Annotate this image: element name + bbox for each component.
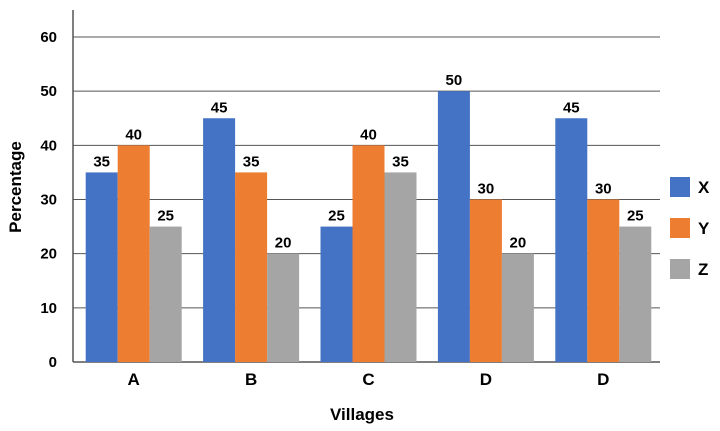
data-label: 25	[328, 208, 345, 225]
x-tick-label: D	[597, 370, 609, 389]
y-tick-label: 30	[40, 192, 57, 209]
data-label: 45	[563, 99, 580, 116]
bar-z	[619, 226, 652, 362]
legend: X Y Z	[670, 177, 710, 279]
legend-swatch-z	[670, 259, 690, 279]
bar-y	[587, 199, 620, 362]
data-label: 35	[93, 153, 110, 170]
y-tick-label: 40	[40, 137, 57, 154]
bar-y	[117, 145, 150, 362]
bar-x	[85, 172, 118, 362]
data-label: 40	[125, 126, 142, 143]
legend-label: Z	[698, 260, 708, 279]
legend-swatch-y	[670, 218, 690, 238]
bar-y	[469, 199, 502, 362]
bar-z	[267, 253, 300, 362]
y-tick-label: 0	[49, 354, 57, 371]
legend-swatch-x	[670, 177, 690, 197]
bar-z	[384, 172, 417, 362]
data-label: 20	[275, 235, 292, 252]
legend-label: X	[698, 178, 710, 197]
data-label: 30	[595, 181, 612, 198]
bars	[85, 91, 652, 363]
data-label: 45	[211, 99, 228, 116]
data-label: 25	[157, 208, 174, 225]
data-label: 20	[510, 235, 527, 252]
y-tick-label: 10	[40, 300, 57, 317]
data-labels: 35 40 25 45 35 20 25 40 35 50 30 20 45 30 25	[93, 72, 643, 252]
data-label: 50	[446, 72, 463, 89]
y-tick-label: 60	[40, 29, 57, 46]
y-tick-label: 20	[40, 246, 57, 263]
bar-x	[437, 91, 470, 363]
data-label: 25	[627, 208, 644, 225]
bar-x	[555, 118, 588, 362]
data-label: 35	[392, 153, 409, 170]
x-tick-label: B	[245, 370, 257, 389]
bar-y	[235, 172, 268, 362]
bar-z	[149, 226, 182, 362]
data-label: 30	[478, 181, 495, 198]
bar-z	[501, 253, 534, 362]
bar-x	[203, 118, 236, 362]
data-label: 40	[360, 126, 377, 143]
legend-label: Y	[698, 219, 710, 238]
data-label: 35	[243, 153, 260, 170]
x-axis-title: Villages	[330, 405, 394, 424]
y-tick-labels: 0 10 20 30 40 50 60	[40, 29, 57, 371]
y-tick-label: 50	[40, 83, 57, 100]
bar-x	[320, 226, 353, 362]
bar-y	[352, 145, 385, 362]
x-tick-label: D	[480, 370, 492, 389]
y-axis-title: Percentage	[6, 141, 25, 233]
x-tick-label: A	[128, 370, 140, 389]
x-tick-label: C	[362, 370, 374, 389]
